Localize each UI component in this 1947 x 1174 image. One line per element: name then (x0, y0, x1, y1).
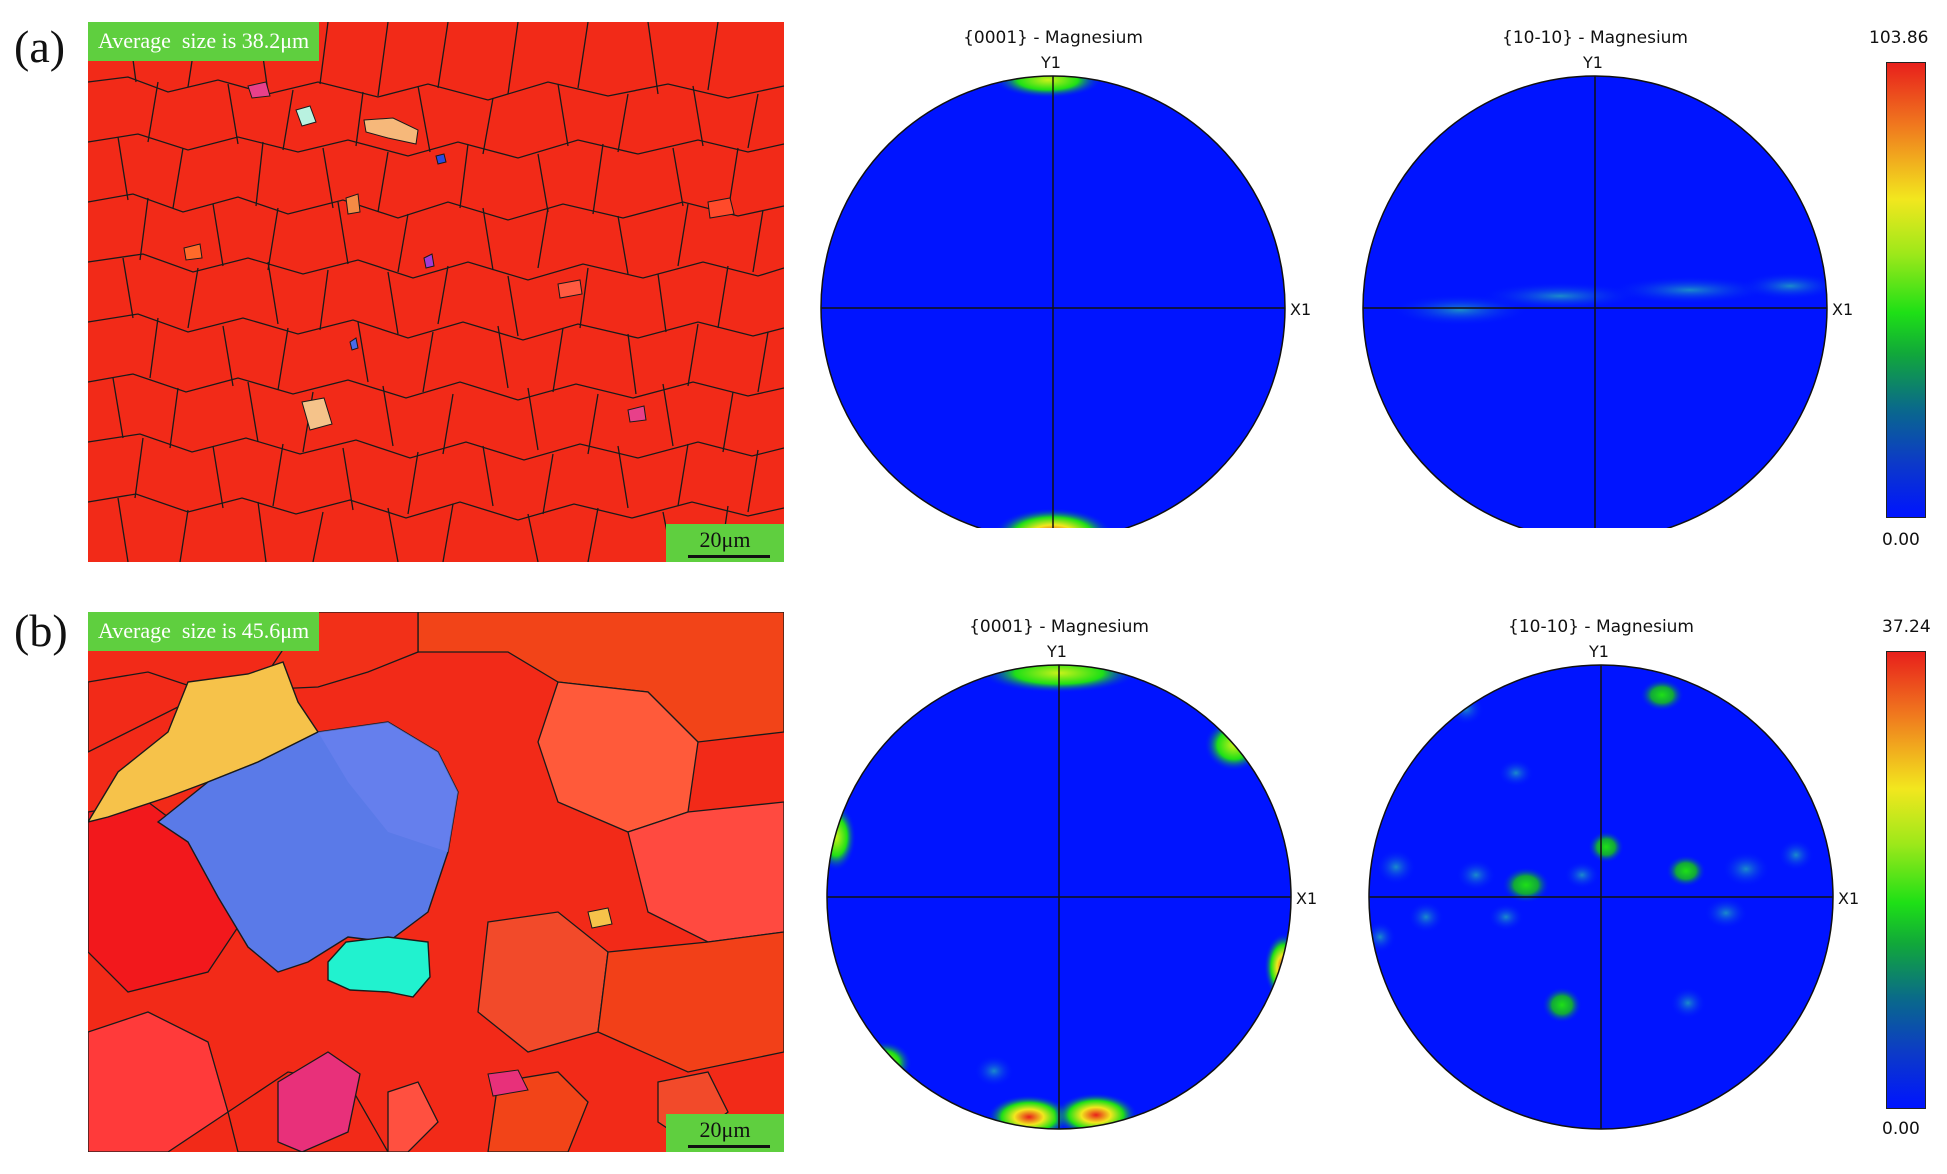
pole-figure-y-label: Y1 (1589, 642, 1609, 661)
pole-figure-plot (1368, 664, 1834, 1130)
scale-bar-label-a: 20μm (699, 527, 751, 552)
cyan-grain (327, 936, 431, 998)
pole-figure-plot (826, 664, 1292, 1130)
panel-a-label: (a) (14, 21, 66, 72)
scale-bar-line-b (688, 1145, 770, 1148)
pole-figure-a-10-10: {10-10} - Magnesium Y1 X1 (1360, 28, 1853, 528)
minor-grains-a (183, 81, 735, 431)
average-size-label-b: Average size is 45.6μm (88, 612, 320, 651)
pole-figure-y-label: Y1 (1047, 642, 1067, 661)
colorbar-b: 37.24 0.00 (1882, 617, 1931, 1139)
pole-figure-a-0001: {0001} - Magnesium Y1 X1 (818, 28, 1311, 528)
pole-figure-x-label: X1 (1296, 889, 1318, 908)
grain-boundaries-a (88, 22, 784, 562)
ebsd-map-b: Average size is 45.6μm 20μm (88, 612, 784, 1152)
colorbar-max-a: 103.86 (1869, 28, 1929, 48)
scale-bar-line-a (688, 555, 770, 558)
pole-figure-title: {0001} - Magnesium (963, 28, 1143, 48)
colorbar-gradient-a (1886, 62, 1926, 518)
grain-orientation-map-b (88, 612, 784, 1152)
panel-b-label: (b) (14, 605, 68, 656)
colorbar-a: 103.86 0.00 (1869, 28, 1928, 550)
pole-figure-title: {10-10} - Magnesium (1508, 617, 1694, 637)
grain-orientation-map-a (88, 22, 784, 562)
scale-bar-a: 20μm (666, 524, 784, 562)
colorbar-min-b: 0.00 (1882, 1119, 1920, 1139)
pole-figure-y-label: Y1 (1583, 53, 1603, 72)
orange-grain (88, 661, 320, 823)
average-size-label-a: Average size is 38.2μm (88, 22, 320, 61)
colorbar-max-b: 37.24 (1882, 617, 1931, 637)
pole-figure-title: {0001} - Magnesium (969, 617, 1149, 637)
colorbar-gradient-b (1886, 651, 1926, 1109)
ebsd-map-a: Average size is 38.2μm 20μm (88, 22, 784, 562)
pole-figure-plot (1362, 75, 1828, 528)
pole-figure-b-0001: {0001} - Magnesium Y1 X1 (824, 617, 1317, 1130)
pole-figure-x-label: X1 (1832, 300, 1854, 319)
scale-bar-label-b: 20μm (699, 1117, 751, 1142)
pole-figure-y-label: Y1 (1041, 53, 1061, 72)
pole-figure-x-label: X1 (1290, 300, 1312, 319)
pole-figure-b-10-10: {10-10} - Magnesium Y1 X1 (1366, 617, 1859, 1130)
colorbar-min-a: 0.00 (1882, 530, 1920, 550)
scale-bar-b: 20μm (666, 1114, 784, 1152)
pole-figure-title: {10-10} - Magnesium (1502, 28, 1688, 48)
pole-figure-x-label: X1 (1838, 889, 1860, 908)
pole-figure-plot (820, 75, 1286, 528)
